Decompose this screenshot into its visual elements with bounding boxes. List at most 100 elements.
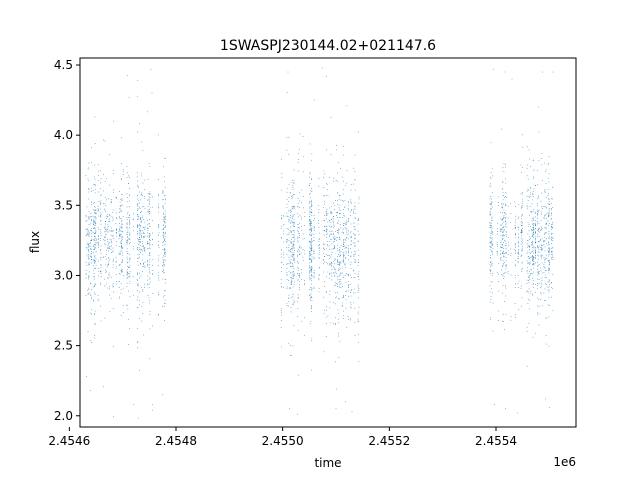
data-point [94,210,96,211]
data-point [344,263,346,265]
data-point [293,276,295,277]
data-point [311,340,312,342]
data-point [138,239,139,240]
data-point [311,188,312,189]
data-point [548,272,550,274]
data-point [88,264,90,266]
data-point [505,205,506,206]
data-point [502,167,504,169]
data-point [112,238,114,239]
data-point [337,212,338,214]
data-point [313,215,315,216]
data-point [299,234,300,236]
data-point [329,220,330,221]
data-point [126,232,128,233]
data-point [105,258,107,260]
data-point [358,234,360,236]
data-point [120,315,122,317]
data-point [311,254,313,256]
data-point [158,244,159,246]
data-point [541,283,542,285]
data-point [333,180,334,182]
data-point [127,229,129,231]
data-point [86,232,88,234]
data-point [112,231,114,233]
data-point [140,275,142,277]
data-point [311,260,312,261]
data-point [514,227,516,229]
data-point [158,227,159,228]
data-point [514,225,516,226]
data-point [300,216,302,218]
data-point [143,263,144,265]
data-point [86,219,88,221]
data-point [129,257,131,259]
data-point [521,245,523,247]
data-point [163,220,165,222]
data-point [533,226,534,228]
data-point [120,241,122,242]
data-point [339,264,341,266]
data-point [489,214,491,216]
data-point [92,260,94,262]
data-point [120,289,122,290]
data-point [535,250,536,251]
data-point [136,247,138,249]
data-point [108,220,110,222]
data-point [120,162,122,164]
data-point [346,228,348,230]
data-point [552,251,554,253]
data-point [291,253,293,255]
data-point [532,241,533,243]
data-point [318,254,320,256]
data-point [164,233,166,235]
data-point [510,248,512,250]
data-point [293,240,295,242]
data-point [137,257,138,259]
data-point [327,184,329,185]
data-point [501,203,503,205]
data-point [281,218,282,220]
data-point [543,292,545,294]
data-point [97,244,99,246]
data-point [544,232,546,234]
data-point [95,209,97,211]
data-point [500,240,502,242]
data-point [357,220,359,222]
data-point [148,237,150,238]
data-point [350,231,352,233]
data-point [164,244,166,245]
data-point [502,192,504,194]
data-point [162,228,164,230]
data-point [521,207,522,209]
data-point [281,237,283,239]
data-point [324,220,325,221]
data-point [294,281,296,283]
data-point [350,303,352,305]
data-point [343,232,344,233]
data-point [552,240,554,241]
data-point [286,279,288,280]
data-point [527,263,529,264]
data-point [489,225,491,226]
data-point [311,190,313,192]
data-point [505,182,507,184]
data-point [544,206,546,207]
data-point [98,191,100,193]
data-point [110,298,112,300]
data-point [110,252,112,253]
data-point [88,189,90,190]
data-point [92,286,94,288]
data-point [290,220,292,222]
data-point [500,250,502,252]
data-point [100,208,102,210]
data-point [128,344,129,345]
data-point [521,285,522,287]
data-point [533,211,535,213]
data-point [330,212,332,214]
data-point [152,196,153,198]
data-point [311,238,312,240]
data-point [107,228,109,230]
data-point [502,238,504,239]
data-point [163,216,165,218]
